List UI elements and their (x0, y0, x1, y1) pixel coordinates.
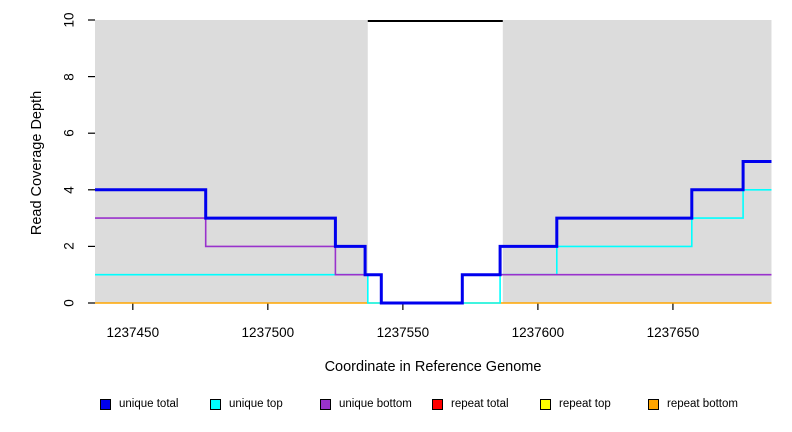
x-tick-label: 1237600 (511, 325, 565, 340)
legend-swatch-repeat-top (540, 398, 551, 410)
legend-swatch-repeat-bottom (648, 398, 659, 410)
x-axis-title: Coordinate in Reference Genome (324, 359, 542, 375)
legend-label: unique top (229, 398, 283, 410)
legend-item-unique-bottom: unique bottom (320, 397, 412, 411)
legend-swatch-unique-top (210, 398, 221, 410)
y-tick-label: 8 (61, 72, 77, 81)
y-tick-label: 6 (61, 129, 77, 137)
series-line-unique-total (95, 160, 772, 305)
legend-label: repeat bottom (667, 398, 738, 410)
legend-label: repeat total (451, 398, 509, 410)
legend-swatch-unique-bottom (320, 398, 331, 410)
y-tick-label: 2 (61, 242, 77, 251)
legend-item-repeat-total: repeat total (432, 397, 509, 411)
x-tick-label: 1237500 (241, 325, 295, 340)
x-tick-label: 1237450 (106, 325, 160, 340)
y-tick-label: 4 (61, 186, 77, 194)
repeat-region-band (367, 20, 503, 303)
x-tick-label: 1237550 (376, 325, 430, 340)
legend-label: repeat top (559, 398, 611, 410)
legend-swatch-unique-total (100, 398, 111, 410)
legend-item-repeat-top: repeat top (540, 397, 611, 411)
y-tick-label: 10 (61, 12, 77, 28)
x-tick-label: 1237650 (646, 325, 700, 340)
legend-label: unique total (119, 398, 179, 410)
series-line-unique-top (95, 189, 772, 304)
legend-label: unique bottom (339, 398, 412, 410)
legend-swatch-repeat-total (432, 398, 443, 410)
y-tick-label: 0 (61, 299, 77, 307)
legend-item-unique-total: unique total (100, 397, 178, 411)
legend-item-repeat-bottom: repeat bottom (648, 397, 738, 411)
legend-item-unique-top: unique top (210, 397, 283, 411)
y-axis-title: Read Coverage Depth (29, 90, 45, 236)
